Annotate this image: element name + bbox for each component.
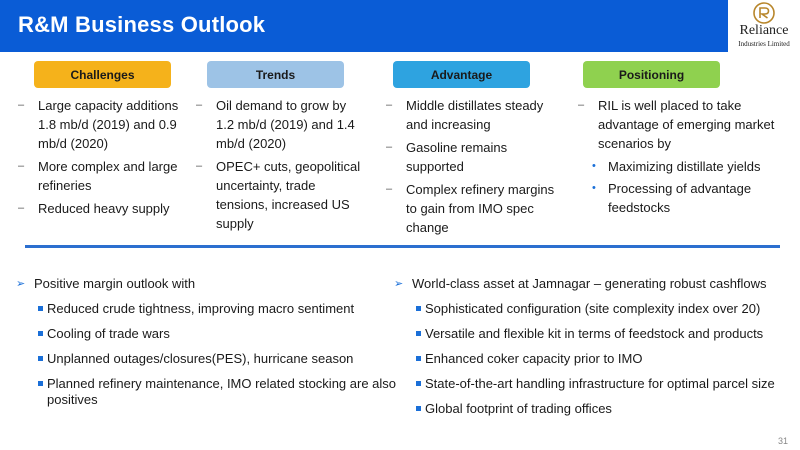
challenges-list: Large capacity additions 1.8 mb/d (2019)… (18, 96, 190, 222)
pill-challenges: Challenges (34, 61, 171, 88)
list-item: Versatile and flexible kit in terms of f… (406, 326, 792, 342)
list-item: More complex and large refineries (18, 157, 190, 195)
list-item: Unplanned outages/closures(PES), hurrica… (28, 351, 399, 367)
list-item: Maximizing distillate yields (578, 157, 778, 176)
reliance-logo-icon (753, 2, 775, 24)
list-item: State-of-the-art handling infrastructure… (406, 376, 792, 392)
list-item: Oil demand to grow by 1.2 mb/d (2019) an… (196, 96, 366, 153)
jamnagar-section: World-class asset at Jamnagar – generati… (392, 276, 792, 426)
page-number: 31 (777, 436, 788, 446)
list-item: Cooling of trade wars (28, 326, 399, 342)
page-title: R&M Business Outlook (18, 12, 266, 37)
list-item: Gasoline remains supported (386, 138, 558, 176)
list-item: OPEC+ cuts, geopolitical uncertainty, tr… (196, 157, 366, 233)
list-item: Middle distillates steady and increasing (386, 96, 558, 134)
pill-positioning: Positioning (583, 61, 720, 88)
company-logo: Reliance Industries Limited (728, 0, 800, 52)
positioning-list: RIL is well placed to take advantage of … (578, 96, 778, 220)
list-item: Sophisticated configuration (site comple… (406, 301, 792, 317)
margin-outlook-section: Positive margin outlook with Reduced cru… (14, 276, 399, 417)
list-item: Global footprint of trading offices (406, 401, 792, 417)
list-item: Complex refinery margins to gain from IM… (386, 180, 558, 237)
section-heading: Positive margin outlook with (14, 276, 399, 292)
section-heading: World-class asset at Jamnagar – generati… (392, 276, 792, 292)
header-bar (0, 0, 728, 52)
trends-list: Oil demand to grow by 1.2 mb/d (2019) an… (196, 96, 366, 237)
pill-trends: Trends (207, 61, 344, 88)
list-item: Reduced crude tightness, improving macro… (28, 301, 399, 317)
pill-advantage: Advantage (393, 61, 530, 88)
list-item: Reduced heavy supply (18, 199, 190, 218)
list-item: RIL is well placed to take advantage of … (578, 96, 778, 153)
list-item: Large capacity additions 1.8 mb/d (2019)… (18, 96, 190, 153)
section-divider (25, 245, 780, 248)
list-item: Planned refinery maintenance, IMO relate… (28, 376, 399, 408)
advantage-list: Middle distillates steady and increasing… (386, 96, 558, 241)
list-item: Processing of advantage feedstocks (578, 179, 778, 217)
logo-name: Reliance (739, 23, 789, 38)
logo-subtitle: Industries Limited (738, 40, 790, 48)
list-item: Enhanced coker capacity prior to IMO (406, 351, 792, 367)
